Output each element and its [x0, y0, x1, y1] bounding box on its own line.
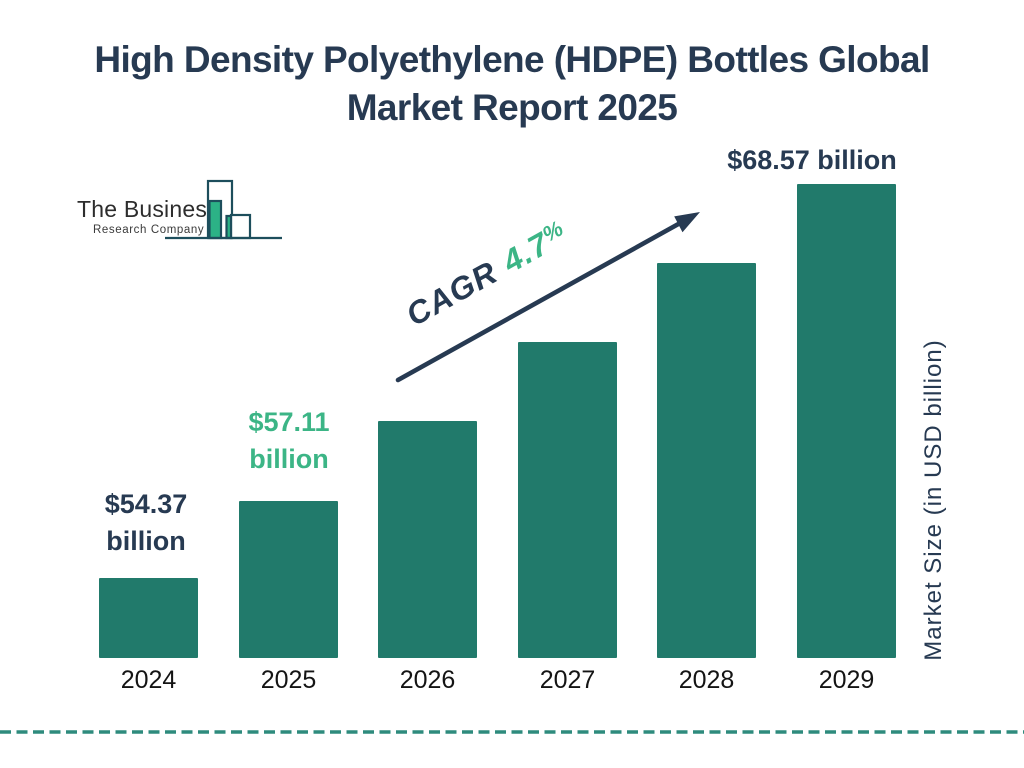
- value-label-2029-amount: $68.57 billion: [727, 145, 897, 175]
- bar-2026: [378, 421, 477, 658]
- y-axis-title: Market Size (in USD billion): [920, 339, 947, 661]
- bar-2029: [797, 184, 896, 658]
- value-label-2025: $57.11 billion: [209, 404, 369, 478]
- value-label-2024-amount: $54.37: [104, 489, 188, 519]
- value-label-2024: $54.37 billion: [66, 486, 226, 560]
- x-axis-label-2027: 2027: [539, 666, 596, 694]
- x-axis-label-2028: 2028: [678, 666, 735, 694]
- value-label-2025-unit: billion: [249, 444, 329, 474]
- logo-company-subname: Research Company: [93, 224, 205, 236]
- trend-arrow-icon: [395, 212, 700, 383]
- bar-2024: [99, 578, 198, 658]
- bottom-dashed-divider: [0, 730, 1024, 734]
- x-axis-label-2029: 2029: [818, 666, 875, 694]
- page-title: High Density Polyethylene (HDPE) Bottles…: [94, 39, 930, 128]
- bar-2028: [657, 263, 756, 658]
- value-label-2029: $68.57 billion: [682, 142, 942, 179]
- company-logo: The Business Research Company: [75, 176, 287, 244]
- value-label-2024-unit: billion: [106, 526, 186, 556]
- bar-2025: [239, 501, 338, 658]
- logo-bars-icon: [165, 179, 282, 240]
- value-label-2025-amount: $57.11: [248, 407, 330, 437]
- x-axis-label-2025: 2025: [260, 666, 317, 694]
- logo-company-name: The Business: [77, 196, 219, 222]
- x-axis-label-2024: 2024: [120, 666, 177, 694]
- x-axis-label-2026: 2026: [399, 666, 456, 694]
- bar-2027: [518, 342, 617, 658]
